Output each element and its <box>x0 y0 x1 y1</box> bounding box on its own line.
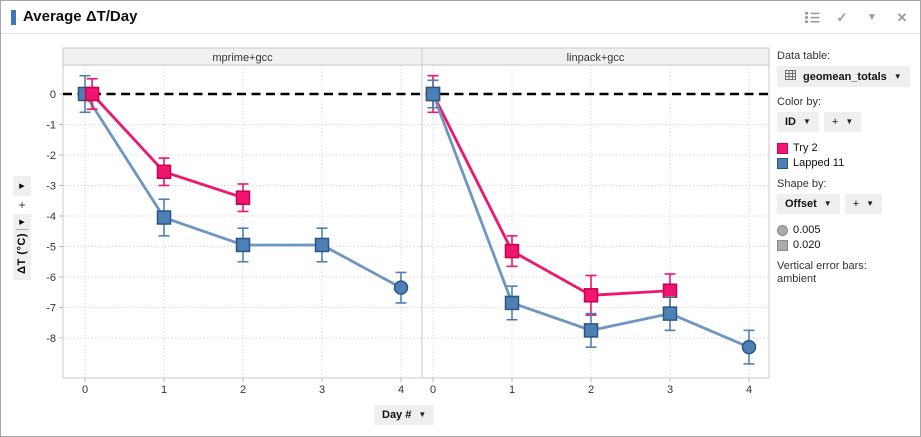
legend-panel: Data table: geomean_totals ▼ Color by: <box>777 50 917 285</box>
color-legend-item[interactable]: Lapped 11 <box>777 157 917 169</box>
y-tick-label: -8 <box>46 333 56 345</box>
y-axis-label: ΔT (°C) <box>16 233 28 274</box>
data-point-marker[interactable] <box>583 323 599 338</box>
y-tick-label: -3 <box>46 181 56 193</box>
series-line <box>91 93 244 200</box>
check-icon[interactable]: ✓ <box>836 9 848 25</box>
x-tick-label: 0 <box>430 384 436 396</box>
y-axis-secondary-button[interactable]: ▶ <box>13 176 31 196</box>
error-bars-label: Vertical error bars: <box>777 260 867 272</box>
legend-list-icon[interactable] <box>804 10 820 26</box>
y-axis-selector: ▶ + ▶ ΔT (°C) <box>13 176 31 280</box>
y-tick-label: -1 <box>46 120 56 132</box>
y-tick-label: -7 <box>46 303 56 315</box>
x-tick-label: 1 <box>509 384 515 396</box>
shape-legend-item[interactable]: 0.020 <box>777 239 917 251</box>
chevron-down-icon: ▼ <box>823 199 832 208</box>
chevron-down-icon[interactable]: ▼ <box>867 12 877 23</box>
page-title: Average ΔT/Day <box>23 8 138 25</box>
data-point-marker[interactable] <box>156 210 172 225</box>
y-tick-label: -5 <box>46 242 56 254</box>
shape-by-value: Offset <box>785 198 817 210</box>
title-accent-bar <box>11 10 16 25</box>
color-item-label: Try 2 <box>793 142 818 154</box>
titlebar-icons: ✓ ▼ ✕ <box>804 1 910 34</box>
shape-legend-item[interactable]: 0.005 <box>777 224 917 236</box>
data-point-marker[interactable] <box>393 280 409 295</box>
chevron-down-icon: ▼ <box>866 199 875 208</box>
triangle-right-icon: ▶ <box>19 219 25 226</box>
panel-header-label: mprime+gcc <box>212 52 273 64</box>
data-point-marker[interactable] <box>662 306 678 321</box>
data-point-marker[interactable] <box>504 243 520 259</box>
color-swatch-try2 <box>777 142 788 154</box>
x-axis-column-button[interactable]: Day # ▼ <box>374 405 435 425</box>
data-point-marker[interactable] <box>425 86 441 102</box>
data-point-marker[interactable] <box>314 237 330 253</box>
x-tick-label: 4 <box>398 384 404 396</box>
data-point-marker[interactable] <box>741 339 757 355</box>
x-tick-label: 2 <box>240 384 246 396</box>
plus-label: + <box>852 198 860 210</box>
title-bar: Average ΔT/Day ✓ ▼ ✕ <box>1 1 920 34</box>
data-point-marker[interactable] <box>235 237 251 253</box>
plus-label: + <box>831 116 839 128</box>
y-tick-label: 0 <box>50 89 56 101</box>
shape-item-label: 0.020 <box>793 239 821 251</box>
x-tick-label: 1 <box>161 384 167 396</box>
color-by-value: ID <box>785 116 796 128</box>
y-tick-label: -4 <box>46 211 56 223</box>
data-point-marker[interactable] <box>662 283 678 298</box>
color-item-label: Lapped 11 <box>793 157 845 169</box>
panel-header-label: linpack+gcc <box>567 52 625 64</box>
chevron-down-icon: ▼ <box>893 71 902 81</box>
series-line <box>431 93 671 297</box>
data-point-marker[interactable] <box>156 164 172 180</box>
triangle-right-icon: ▶ <box>19 183 25 190</box>
square-shape-icon <box>777 239 788 251</box>
shape-by-dropdown[interactable]: Offset ▼ <box>777 194 840 214</box>
data-point-marker[interactable] <box>583 288 599 303</box>
color-swatch-lapped11 <box>777 157 788 169</box>
y-axis-add-button[interactable]: + <box>18 198 26 212</box>
shape-item-label: 0.005 <box>793 224 821 236</box>
x-tick-label: 2 <box>588 384 594 396</box>
chevron-down-icon: ▼ <box>845 117 854 126</box>
shape-by-label: Shape by: <box>777 178 827 190</box>
color-by-add-dropdown[interactable]: + ▼ <box>823 112 862 132</box>
x-axis-label: Day # <box>382 409 412 421</box>
data-point-marker[interactable] <box>84 86 100 102</box>
y-tick-label: -6 <box>46 272 56 284</box>
table-grid-icon <box>785 70 796 83</box>
chevron-down-icon: ▼ <box>418 410 427 419</box>
data-point-marker[interactable] <box>235 190 251 205</box>
plot-border <box>62 64 770 379</box>
error-bars-value: ambient <box>777 273 817 285</box>
data-table-label: Data table: <box>777 50 831 62</box>
color-by-label: Color by: <box>777 96 822 108</box>
close-icon[interactable]: ✕ <box>896 9 908 25</box>
x-tick-label: 0 <box>82 384 88 396</box>
data-table-dropdown[interactable]: geomean_totals ▼ <box>777 66 910 87</box>
shape-by-add-dropdown[interactable]: + ▼ <box>844 194 883 214</box>
data-point-marker[interactable] <box>504 295 520 311</box>
y-axis-column-button[interactable]: ▶ ΔT (°C) <box>13 214 31 280</box>
y-tick-label: -2 <box>46 150 56 162</box>
color-legend-item[interactable]: Try 2 <box>777 142 917 154</box>
x-tick-label: 3 <box>667 384 673 396</box>
color-by-dropdown[interactable]: ID ▼ <box>777 112 819 132</box>
divider <box>16 229 28 230</box>
circle-shape-icon <box>777 224 788 236</box>
x-tick-label: 3 <box>319 384 325 396</box>
x-tick-label: 4 <box>746 384 752 396</box>
data-table-value: geomean_totals <box>803 70 887 83</box>
chevron-down-icon: ▼ <box>803 117 811 126</box>
